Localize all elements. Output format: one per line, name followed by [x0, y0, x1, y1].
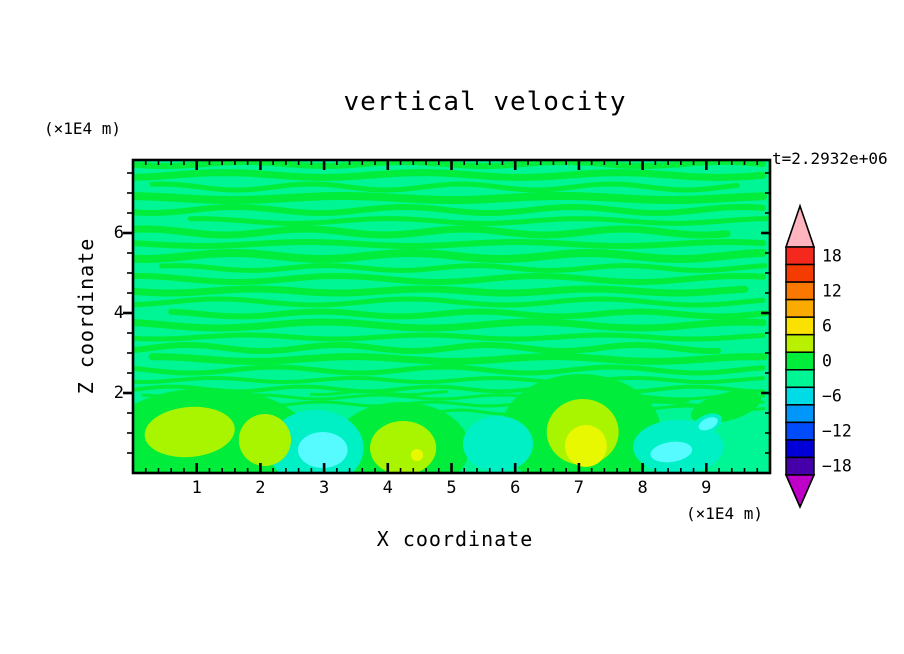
plot-title: vertical velocity: [343, 87, 627, 117]
colorbar-band: [785, 281, 815, 301]
z-tick-label: 6: [113, 223, 124, 243]
contour-plot: [123, 158, 772, 475]
contour-streak: [309, 389, 448, 397]
colorbar-band: [785, 333, 815, 353]
z-axis-unit-label: (×1E4 m): [44, 119, 122, 138]
contour-streak: [133, 318, 767, 332]
contour-streak: [148, 353, 768, 365]
x-tick-label: 4: [382, 478, 393, 498]
contour-streak: [133, 192, 767, 205]
x-tick-label: 2: [255, 478, 266, 498]
x-tick-label: 8: [637, 478, 648, 498]
colorbar-band: [785, 298, 815, 318]
contour-blob: [144, 406, 235, 458]
x-tick-label: 1: [191, 478, 202, 498]
contour-streak: [133, 341, 721, 355]
colorbar-band: [785, 351, 815, 371]
x-tick-label: 6: [510, 478, 521, 498]
colorbar-band: [785, 439, 815, 459]
contour-streak: [133, 285, 749, 297]
contour-streak: [159, 263, 768, 273]
contour-streak: [133, 169, 767, 181]
colorbar-tick-label: 12: [822, 281, 842, 300]
colorbar-band: [785, 263, 815, 283]
colorbar-band: [785, 456, 815, 476]
colorbar-tick-label: −18: [822, 457, 852, 476]
z-tick-label: 4: [113, 303, 124, 323]
contour-streak: [149, 181, 740, 193]
contour-streak: [187, 216, 769, 226]
plot-frame: [131, 158, 772, 475]
colorbar-tick-label: −6: [822, 387, 842, 406]
colorbar-under-arrow: [784, 474, 816, 509]
x-tick-label: 7: [573, 478, 585, 498]
colorbar-band: [785, 246, 815, 266]
contour-streak: [133, 332, 766, 342]
contour-blob: [370, 421, 437, 473]
contour-blob: [238, 414, 291, 466]
contour-streak: [133, 364, 766, 376]
contour-streak: [133, 375, 765, 385]
x-tick-label: 3: [318, 478, 330, 498]
contour-blob: [564, 425, 607, 467]
contour-streak: [133, 248, 767, 264]
contour-streak: [133, 272, 766, 286]
z-tick-label: 2: [113, 383, 124, 403]
x-tick-label: 9: [701, 478, 712, 498]
colorbar-band: [785, 421, 815, 441]
plot-area: [123, 158, 772, 475]
colorbar-band: [785, 369, 815, 389]
contour-blob: [411, 449, 424, 461]
colorbar-tick-label: −12: [822, 422, 852, 441]
x-axis-title: X coordinate: [376, 527, 534, 551]
colorbar-band: [785, 316, 815, 336]
contour-streak: [133, 160, 766, 170]
x-axis-unit-label: (×1E4 m): [686, 504, 764, 523]
colorbar: 18 12 6 0 −6 −12 −18: [784, 203, 852, 509]
contour-blob: [650, 441, 693, 463]
contour-streak: [133, 203, 766, 217]
x-tick-label: 5: [446, 478, 457, 498]
contour-streak: [133, 225, 731, 239]
colorbar-band: [785, 386, 815, 406]
colorbar-band: [785, 404, 815, 424]
colorbar-over-arrow: [784, 203, 816, 248]
contour-streak: [133, 238, 766, 250]
contour-blob: [463, 416, 533, 472]
timestamp-label: t=2.2932e+06: [772, 149, 888, 168]
contour-streak: [133, 296, 766, 308]
colorbar-tick-label: 0: [822, 352, 832, 371]
contour-blob: [698, 417, 718, 431]
contour-field: [133, 160, 770, 473]
colorbar-tick-label: 18: [822, 246, 842, 265]
contour-streak: [168, 308, 769, 320]
contour-blob: [298, 432, 348, 468]
colorbar-tick-label: 6: [822, 316, 832, 335]
